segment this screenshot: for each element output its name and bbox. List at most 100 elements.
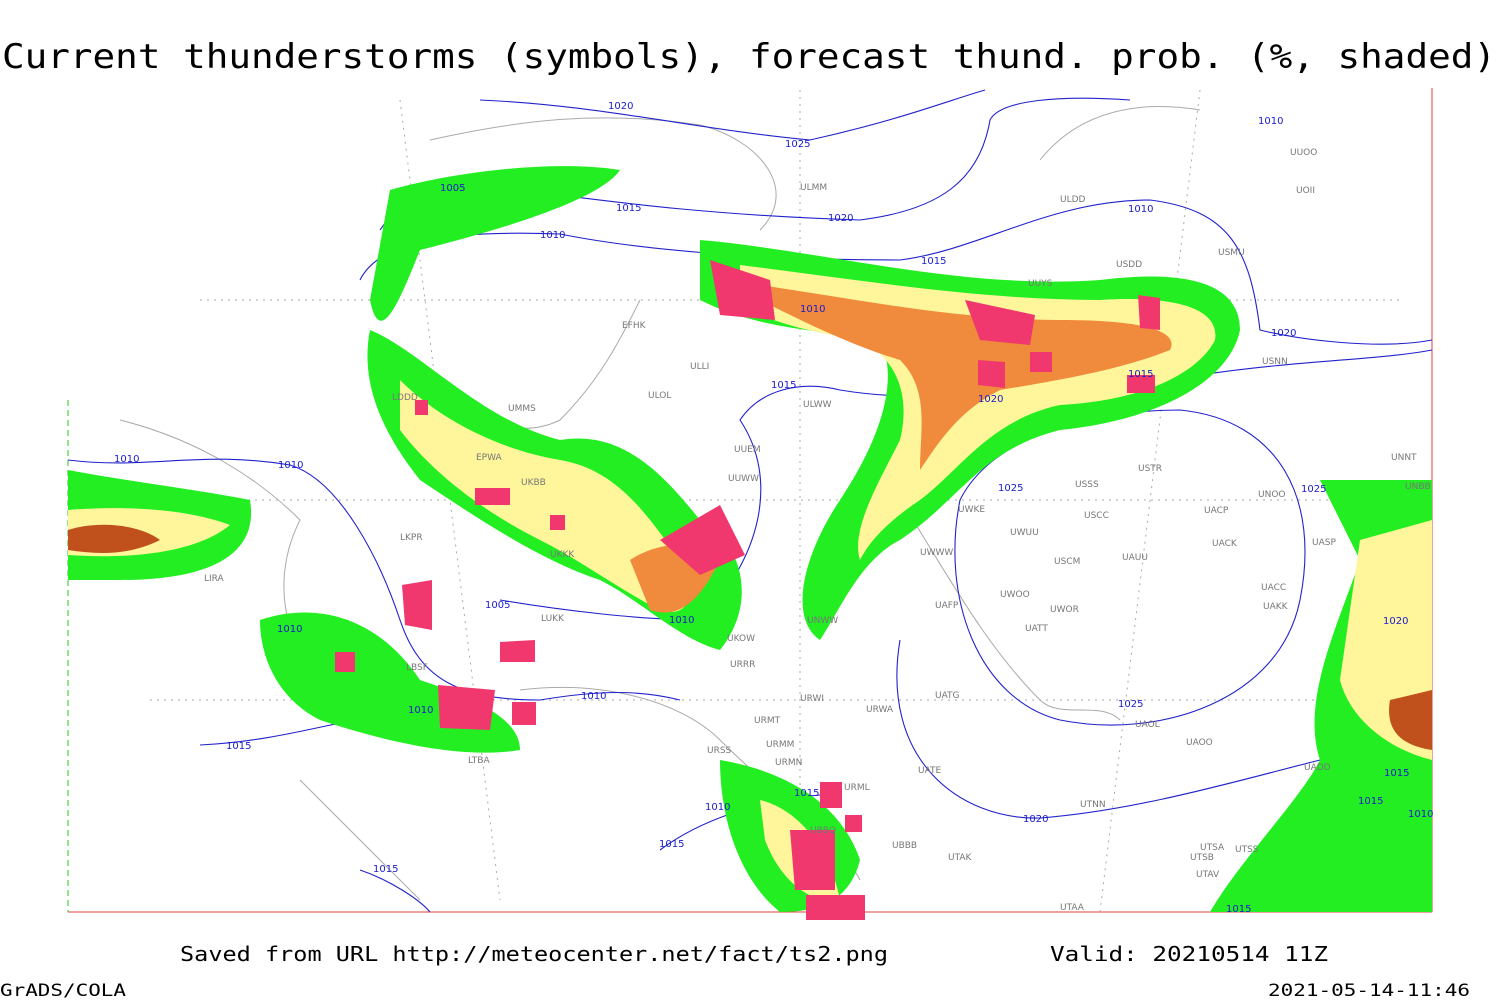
station-label: UNBB (1405, 482, 1431, 492)
station-label: ULOL (648, 391, 671, 401)
isobar-label: 1015 (1226, 904, 1251, 915)
station-label: UAKK (1263, 602, 1289, 612)
station-label: UAOO (1186, 738, 1213, 748)
isobar-label: 1015 (794, 788, 819, 799)
isobar-label: 1020 (1383, 616, 1408, 627)
station-label: USMU (1218, 248, 1245, 258)
coastline (119, 106, 1201, 901)
isobar-label: 1005 (440, 183, 465, 194)
map: 1020 1025 1005 1015 1010 1020 1015 1010 1010 1010… (67, 88, 1433, 920)
station-label: UWUU (1010, 528, 1039, 538)
station-label: UTAK (948, 853, 973, 863)
isobar-label: 1025 (1118, 699, 1143, 710)
software: GrADS/COLA (0, 981, 126, 1000)
shade-orange (760, 285, 1172, 470)
station-label: USCC (1084, 511, 1109, 521)
station-label: UNNT (1391, 453, 1417, 463)
station-label: UAOL (1135, 720, 1160, 730)
isobar-label: 1015 (771, 380, 796, 391)
station-label: UWOO (1000, 590, 1030, 600)
isobar-label: 1020 (828, 213, 853, 224)
station-label: USTR (1138, 464, 1162, 474)
station-label: UKOW (727, 634, 755, 644)
station-label: URMT (754, 716, 781, 726)
station-label: UATE (918, 766, 942, 776)
station-label: EFHK (622, 321, 647, 331)
isobar-label: 1015 (659, 839, 684, 850)
station-label: UUWW (728, 474, 759, 484)
station-label: UMMS (508, 404, 536, 414)
isobar-label: 1015 (226, 741, 251, 752)
station-label: UNOO (1258, 490, 1286, 500)
station-label: UTNN (1080, 800, 1106, 810)
station-label: LUKK (541, 614, 565, 624)
source-url: Saved from URL http://meteocenter.net/fa… (180, 942, 888, 966)
station-label: UWOR (1050, 605, 1079, 615)
station-label: UBBB (892, 841, 917, 851)
shade-brown (1389, 690, 1432, 750)
isobar-label: 1010 (1258, 116, 1283, 127)
isobar-label: 1015 (921, 256, 946, 267)
isobar-label: 1010 (581, 691, 606, 702)
station-label: USSS (1075, 480, 1099, 490)
station-label: URMN (775, 758, 802, 768)
isobar (359, 199, 1433, 345)
isobar-label: 1015 (373, 864, 398, 875)
station-label: UTSA (1200, 843, 1225, 853)
isobar-label: 1015 (616, 203, 641, 214)
isobar-label: 1015 (1384, 768, 1409, 779)
isobar (67, 458, 681, 701)
station-label: LBSF (406, 663, 428, 673)
station-label: UAFP (935, 601, 959, 611)
isobar-label: 1025 (998, 483, 1023, 494)
isobar-label: 1015 (1128, 369, 1153, 380)
isobar-label: 1010 (1408, 809, 1433, 820)
isobar-label: 1010 (277, 624, 302, 635)
isobar-label: 1010 (408, 705, 433, 716)
station-label: UUOO (1290, 148, 1317, 158)
isobar-label: 1020 (978, 394, 1003, 405)
isobar-label: 1025 (1301, 484, 1326, 495)
station-label: URSS (707, 746, 732, 756)
station-label: UBBQ (810, 826, 836, 836)
station-label: UWKE (958, 505, 985, 515)
shade-brown (68, 524, 160, 553)
station-label: UTSS (1235, 845, 1259, 855)
station-label: LTBA (468, 756, 490, 766)
station-label: USNN (1262, 357, 1288, 367)
station-label: UWWW (920, 548, 953, 558)
station-label: UAUU (1122, 553, 1148, 563)
station-label: URMM (766, 740, 794, 750)
station-label: ULLI (690, 362, 709, 372)
shade-yellow (400, 380, 691, 612)
station-label: UACC (1261, 583, 1286, 593)
isobar-label: 1005 (485, 600, 510, 611)
station-label: UATG (935, 691, 960, 701)
station-label: URML (844, 783, 870, 793)
valid-time: Valid: 20210514 11Z (1050, 942, 1328, 966)
station-label: UACP (1204, 506, 1229, 516)
title: Current thunderstorms (symbols), forecas… (2, 37, 1496, 77)
isobar-label: 1010 (540, 230, 565, 241)
station-label: ULWW (803, 400, 832, 410)
station-label: LKPR (400, 533, 423, 543)
station-label: UASP (1312, 538, 1336, 548)
station-label: UKKK (550, 550, 575, 560)
station-label: URWA (866, 705, 894, 715)
station-label: UTSB (1190, 853, 1214, 863)
isobar-label: 1015 (1358, 796, 1383, 807)
map-labels: 1020 1025 1005 1015 1010 1020 1015 1010 1010 1010… (114, 101, 1433, 915)
isobar-label: 1010 (114, 454, 139, 465)
station-label: UUYS (1028, 279, 1053, 289)
station-label: URRR (730, 660, 755, 670)
station-label: LDDD (392, 393, 418, 403)
isobar-label: 1010 (705, 802, 730, 813)
station-label: ULMM (800, 183, 827, 193)
isobar-label: 1020 (1271, 328, 1296, 339)
isobar (479, 89, 986, 141)
station-label: EPWA (476, 453, 503, 463)
isobar-label: 1010 (1128, 204, 1153, 215)
station-label: UATT (1025, 624, 1048, 634)
station-label: USCM (1054, 557, 1080, 567)
